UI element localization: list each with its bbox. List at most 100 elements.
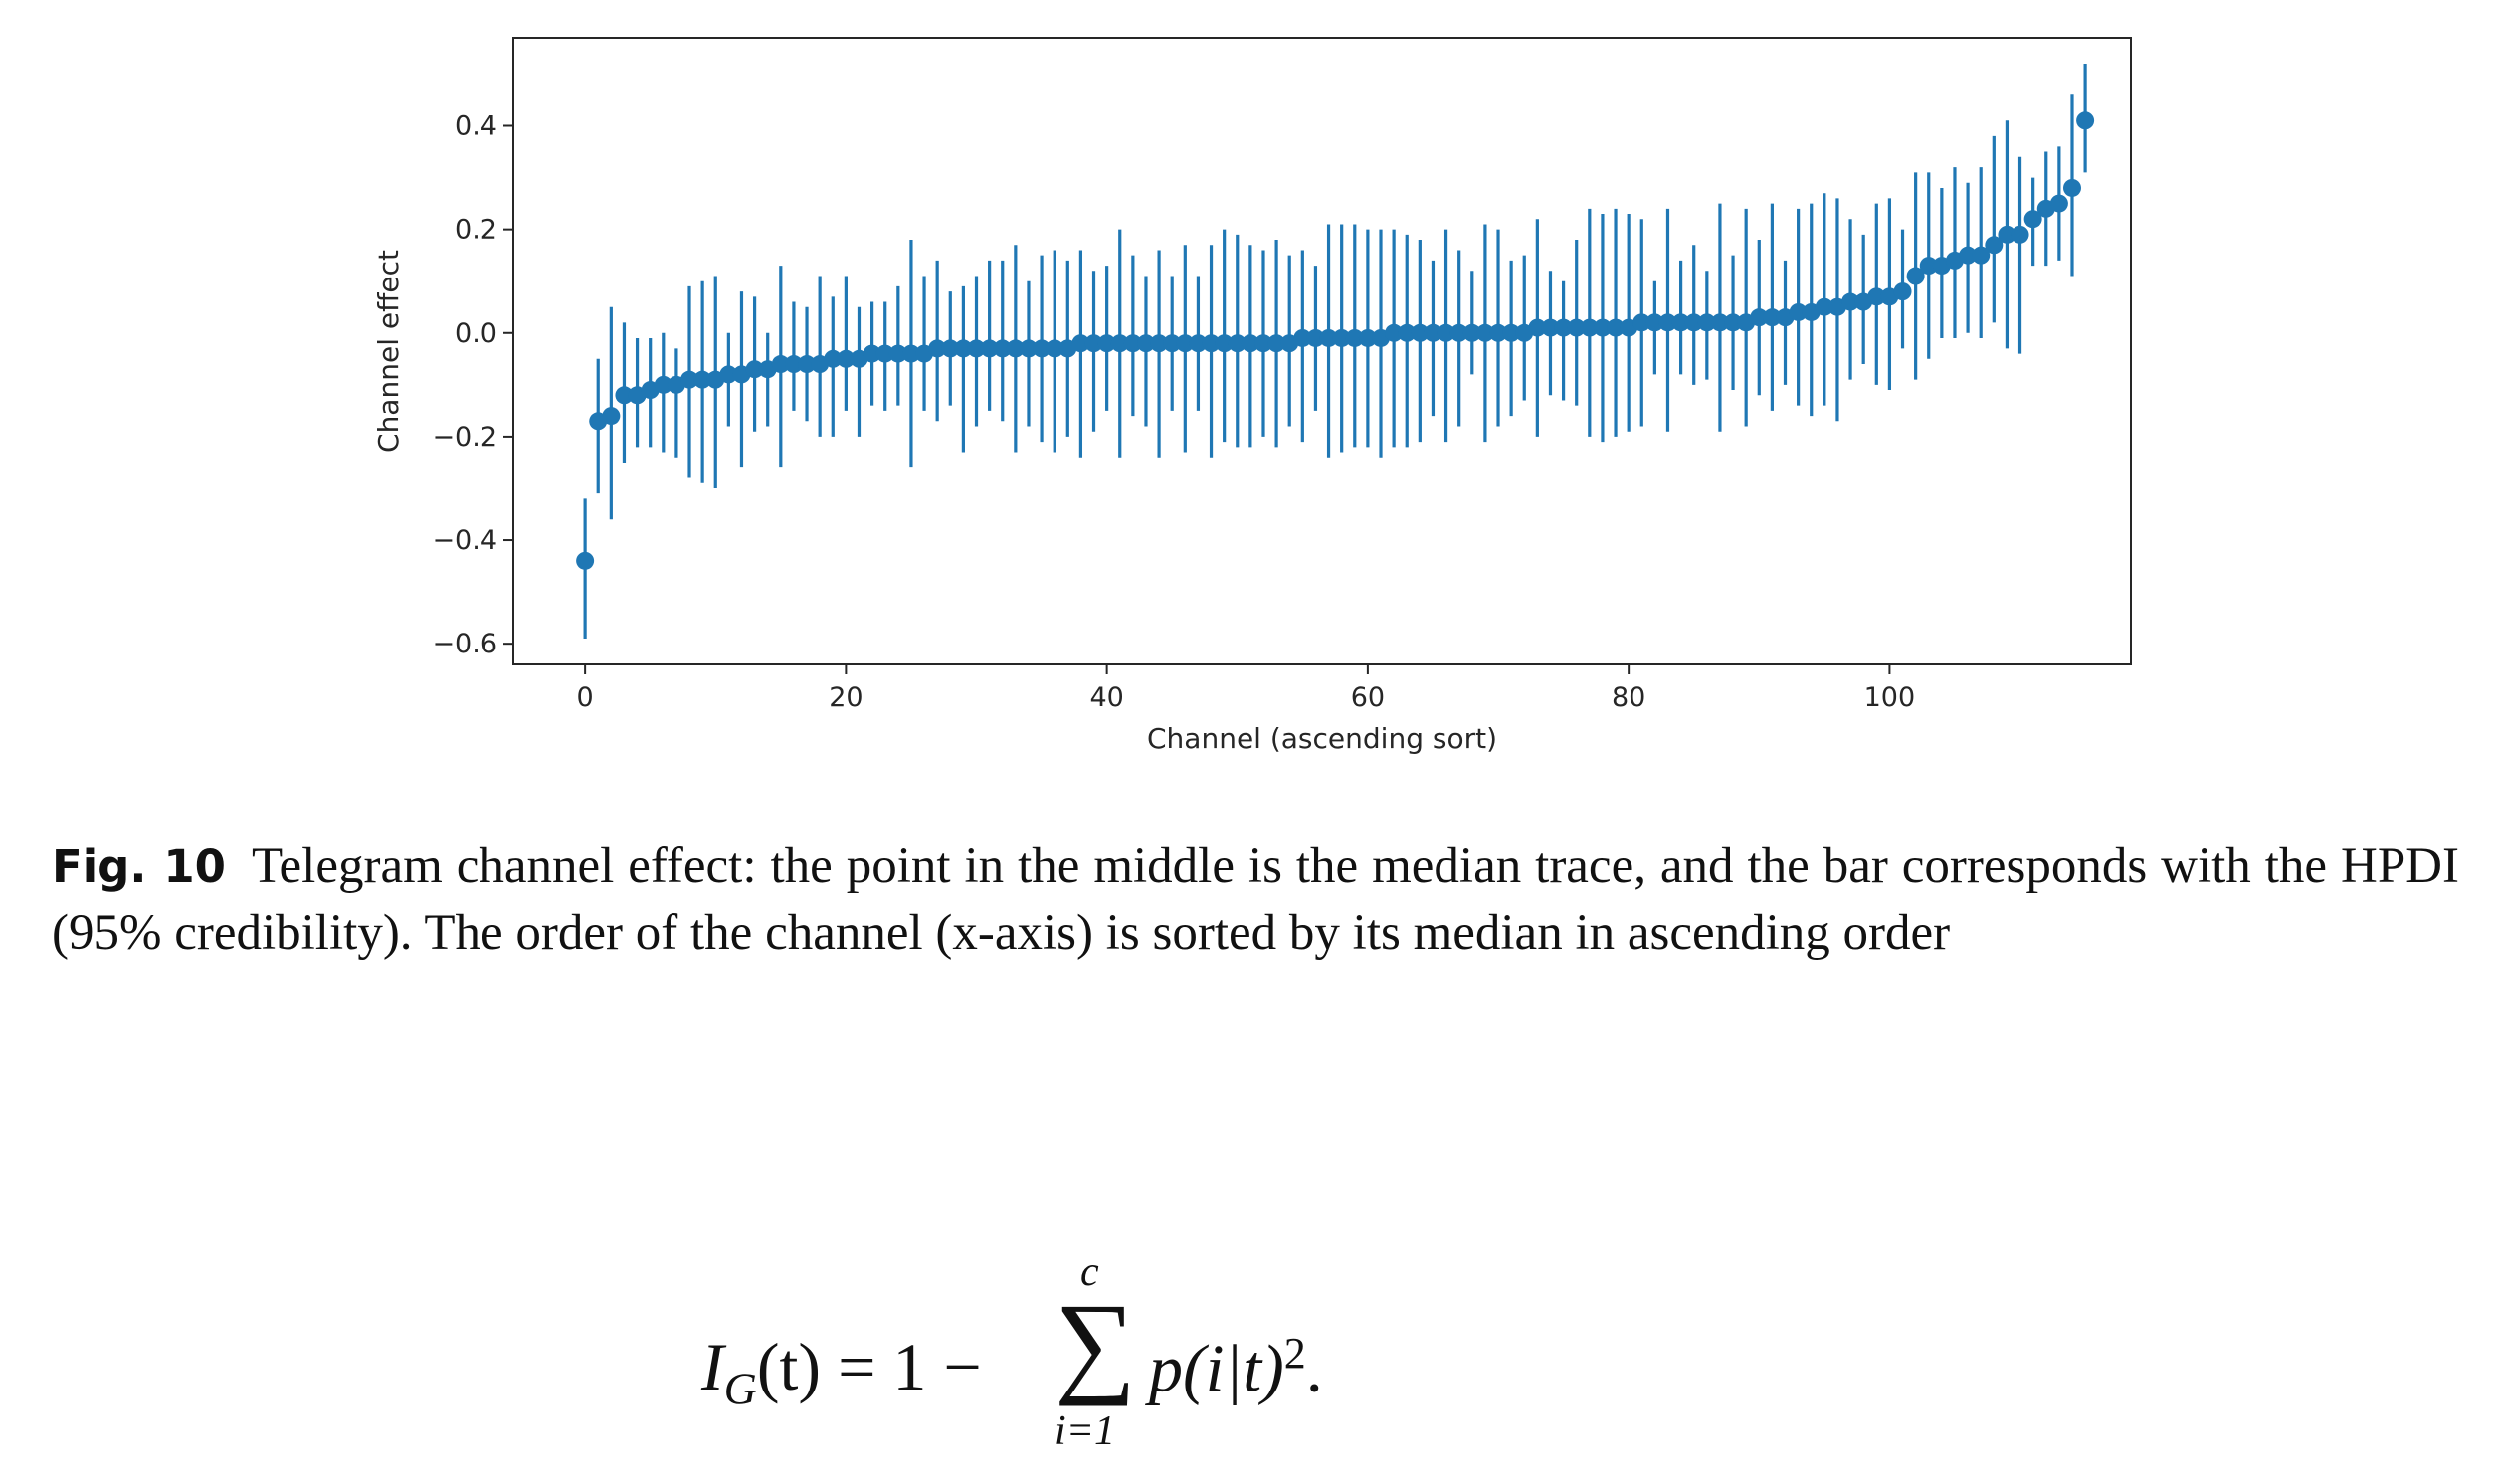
median-point	[993, 339, 1012, 358]
median-point	[1019, 339, 1038, 358]
figure: 0 20 40 60 80 100 −0.6 −0.4 −0.2 0.0 0.2 0.4 Chann…	[372, 37, 2132, 755]
median-point	[1449, 323, 1468, 342]
error-bars	[583, 64, 2087, 639]
y-tick-label: −0.4	[432, 525, 497, 556]
gini-impurity-equation: IG(t) = 1 − c ∑ i=1 p(i|t)2.	[701, 1248, 1457, 1477]
median-points	[576, 111, 2095, 570]
plot-frame	[512, 37, 2132, 665]
median-point	[1006, 339, 1025, 358]
median-point	[1123, 334, 1142, 353]
median-point	[784, 355, 803, 374]
median-point	[615, 386, 634, 405]
median-point	[1489, 323, 1508, 342]
y-tick-label: 0.2	[455, 215, 497, 246]
median-point	[1684, 313, 1703, 332]
y-tick-label: −0.6	[432, 629, 497, 659]
median-point	[1580, 318, 1599, 337]
equation-lhs: IG(t) = 1 −	[701, 1328, 982, 1415]
median-point	[837, 349, 856, 368]
median-point	[2076, 111, 2095, 130]
median-point	[1163, 334, 1182, 353]
caption-text: Telegram channel effect: the point in th…	[52, 838, 2459, 961]
median-point	[2023, 210, 2042, 229]
median-point	[954, 339, 973, 358]
equation-subscript: G	[723, 1363, 757, 1414]
median-point	[1867, 287, 1886, 306]
median-point	[875, 344, 894, 363]
median-point	[1136, 334, 1155, 353]
equation-exponent: 2	[1283, 1329, 1306, 1378]
median-point	[1319, 328, 1338, 347]
median-point	[1033, 339, 1052, 358]
equation-rhs: p(i|t)2.	[1149, 1328, 1323, 1408]
median-point	[1906, 267, 1925, 285]
median-point	[863, 344, 881, 363]
median-point	[888, 344, 907, 363]
y-tick-label: −0.2	[432, 422, 497, 453]
x-tick-label: 20	[829, 682, 863, 713]
sum-lower-limit: i=1	[1055, 1408, 1116, 1454]
x-axis-label: Channel (ascending sort)	[1147, 722, 1497, 755]
median-point	[1385, 323, 1404, 342]
median-point	[1541, 318, 1560, 337]
scatter-errorbar-chart: 0 20 40 60 80 100 −0.6 −0.4 −0.2 0.0 0.2 0.4 Chann…	[372, 37, 2132, 755]
median-point	[1841, 292, 1860, 311]
median-point	[1189, 334, 1208, 353]
median-point	[928, 339, 947, 358]
median-point	[1345, 328, 1364, 347]
median-point	[1554, 318, 1573, 337]
median-point	[1398, 323, 1417, 342]
median-point	[1332, 328, 1351, 347]
y-tick-label: 0.4	[455, 111, 497, 142]
median-point	[1411, 323, 1430, 342]
median-point	[941, 339, 960, 358]
median-point	[1645, 313, 1664, 332]
median-point	[602, 407, 621, 426]
y-axis-label: Channel effect	[372, 250, 405, 453]
figure-caption: Fig. 10 Telegram channel effect: the poin…	[52, 834, 2459, 967]
x-tick-label: 40	[1089, 682, 1123, 713]
median-point	[1358, 328, 1377, 347]
x-tick-label: 0	[577, 682, 594, 713]
sum-upper-limit: c	[1080, 1249, 1099, 1295]
median-point	[1176, 334, 1195, 353]
median-point	[745, 360, 764, 379]
median-point	[1267, 334, 1286, 353]
median-point	[1293, 328, 1312, 347]
median-point	[1502, 323, 1521, 342]
median-point	[1084, 334, 1103, 353]
median-point	[1724, 313, 1743, 332]
median-point	[719, 365, 738, 384]
y-axis: −0.6 −0.4 −0.2 0.0 0.2 0.4	[432, 111, 513, 659]
median-point	[798, 355, 817, 374]
equation-probability: p(i|t)	[1149, 1330, 1284, 1406]
median-point	[1789, 302, 1808, 321]
figure-label: Fig. 10	[52, 840, 226, 893]
median-point	[1697, 313, 1716, 332]
y-tick-label: 0.0	[455, 318, 497, 349]
median-point	[901, 344, 920, 363]
median-point	[1110, 334, 1129, 353]
median-point	[1475, 323, 1494, 342]
median-point	[1815, 297, 1833, 316]
median-point	[1893, 282, 1912, 301]
median-point	[1437, 323, 1455, 342]
median-point	[1607, 318, 1626, 337]
median-point	[576, 551, 595, 570]
x-axis: 0 20 40 60 80 100	[577, 664, 1915, 713]
median-point	[1972, 246, 1991, 265]
median-point	[1998, 225, 2016, 244]
x-tick-label: 80	[1612, 682, 1645, 713]
median-point	[2062, 178, 2081, 197]
median-point	[1306, 328, 1325, 347]
equation-period: .	[1305, 1330, 1323, 1406]
median-point	[1750, 308, 1769, 327]
median-point	[1985, 236, 2004, 255]
median-point	[1228, 334, 1247, 353]
median-point	[2011, 225, 2029, 244]
median-point	[1919, 257, 1938, 276]
median-point	[1632, 313, 1651, 332]
equation-lhs-arg: (t) = 1 −	[756, 1329, 982, 1404]
median-point	[1241, 334, 1259, 353]
equation-symbol-i: I	[701, 1329, 724, 1404]
